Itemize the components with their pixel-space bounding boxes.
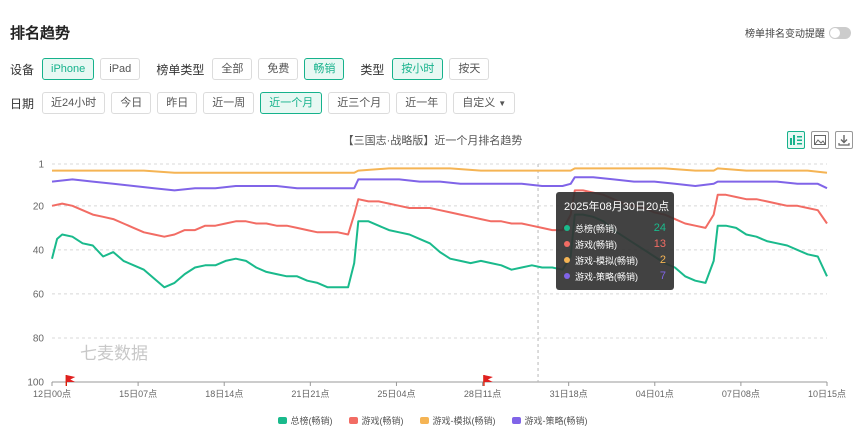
series-line bbox=[51, 189, 828, 238]
x-tick-label: 10日15点 bbox=[808, 389, 846, 399]
date-month-button[interactable]: 近一个月 bbox=[260, 92, 323, 114]
date-3months-button[interactable]: 近三个月 bbox=[328, 92, 391, 114]
legend-label: 游戏(畅销) bbox=[361, 416, 404, 426]
y-tick-label: 60 bbox=[33, 289, 45, 300]
legend-item-strategy[interactable]: 游戏-策略(畅销) bbox=[511, 414, 588, 427]
list-type-grossing-button[interactable]: 畅销 bbox=[304, 58, 345, 80]
legend-item-games[interactable]: 游戏(畅销) bbox=[348, 414, 404, 427]
type-hourly-button[interactable]: 按小时 bbox=[392, 58, 444, 80]
tooltip-dot bbox=[564, 273, 570, 279]
tooltip-dot bbox=[564, 257, 570, 263]
date-custom-label: 自定义 bbox=[462, 97, 496, 109]
filter-row-date: 日期 近24小时 今日 昨日 近一周 近一个月 近三个月 近一年 自定义 ▼ bbox=[10, 92, 521, 114]
legend-label: 总榜(畅销) bbox=[290, 416, 333, 426]
date-year-button[interactable]: 近一年 bbox=[396, 92, 448, 114]
chart-legend: 总榜(畅销) 游戏(畅销) 游戏-模拟(畅销) 游戏-策略(畅销) bbox=[0, 414, 865, 427]
legend-item-simulation[interactable]: 游戏-模拟(畅销) bbox=[419, 414, 496, 427]
tooltip-title: 2025年08月30日20点 bbox=[564, 201, 670, 213]
date-today-button[interactable]: 今日 bbox=[111, 92, 152, 114]
tooltip-value: 7 bbox=[659, 270, 666, 282]
tooltip-dot bbox=[564, 241, 570, 247]
chart-toolbar bbox=[787, 131, 853, 149]
flag-cloth bbox=[66, 375, 76, 382]
y-tick-label: 20 bbox=[33, 201, 45, 212]
list-type-label: 榜单类型 bbox=[156, 62, 205, 77]
tooltip-value: 2 bbox=[659, 254, 666, 266]
flag-icon bbox=[65, 375, 76, 386]
legend-label: 游戏-策略(畅销) bbox=[524, 416, 588, 426]
filter-row-device: 设备 iPhone iPad 榜单类型 全部 免费 畅销 类型 按小时 按天 bbox=[10, 58, 495, 80]
tooltip-name: 游戏-模拟(畅销) bbox=[575, 255, 638, 266]
x-tick-label: 15日07点 bbox=[119, 389, 157, 399]
x-tick-label: 31日18点 bbox=[550, 389, 588, 399]
tooltip-name: 游戏(畅销) bbox=[575, 239, 617, 250]
tooltip-row: 游戏-模拟(畅销) 2 bbox=[564, 252, 666, 268]
flag-icon bbox=[483, 375, 493, 386]
device-iphone-button[interactable]: iPhone bbox=[42, 58, 95, 80]
series-line bbox=[52, 167, 828, 174]
rank-alert-toggle-group: 榜单排名变动提醒 bbox=[745, 25, 851, 40]
legend-label: 游戏-模拟(畅销) bbox=[432, 416, 496, 426]
rank-alert-toggle[interactable] bbox=[829, 26, 851, 39]
x-tick-label: 21日21点 bbox=[291, 389, 329, 399]
tooltip-name: 游戏-策略(畅销) bbox=[575, 271, 638, 282]
date-yesterday-button[interactable]: 昨日 bbox=[157, 92, 198, 114]
x-tick-label: 04日01点 bbox=[636, 389, 674, 399]
flag-cloth bbox=[483, 375, 493, 382]
x-tick-label: 07日08点 bbox=[722, 389, 760, 399]
date-24h-button[interactable]: 近24小时 bbox=[42, 92, 106, 114]
x-tick-label: 12日00点 bbox=[33, 389, 71, 399]
x-tick-label: 18日14点 bbox=[205, 389, 243, 399]
bar-line-toggle-icon[interactable] bbox=[787, 131, 805, 149]
y-tick-label: 40 bbox=[33, 245, 45, 256]
date-label: 日期 bbox=[10, 96, 35, 111]
tooltip-value: 24 bbox=[653, 222, 666, 234]
device-ipad-button[interactable]: iPad bbox=[100, 58, 141, 80]
series-line bbox=[51, 176, 828, 192]
legend-swatch bbox=[419, 417, 429, 424]
device-label: 设备 bbox=[10, 62, 35, 77]
chart-title: 【三国志·战略版】近一个月排名趋势 bbox=[342, 135, 523, 147]
tooltip-row: 游戏(畅销) 13 bbox=[564, 236, 666, 252]
type-daily-button[interactable]: 按天 bbox=[449, 58, 490, 80]
list-type-all-button[interactable]: 全部 bbox=[212, 58, 253, 80]
page-title: 排名趋势 bbox=[10, 25, 71, 42]
list-type-free-button[interactable]: 免费 bbox=[258, 58, 299, 80]
tooltip-value: 13 bbox=[653, 238, 666, 250]
y-tick-label: 100 bbox=[27, 378, 44, 389]
x-tick-label: 28日11点 bbox=[464, 389, 501, 399]
image-icon[interactable] bbox=[811, 131, 829, 149]
watermark-text: 七麦数据 bbox=[80, 344, 148, 364]
tooltip-dot bbox=[564, 225, 570, 231]
legend-swatch bbox=[348, 417, 358, 424]
x-tick-label: 25日04点 bbox=[377, 389, 415, 399]
legend-item-overall[interactable]: 总榜(畅销) bbox=[277, 414, 333, 427]
legend-swatch bbox=[511, 417, 521, 424]
date-custom-dropdown[interactable]: 自定义 ▼ bbox=[453, 92, 516, 114]
rank-alert-label: 榜单排名变动提醒 bbox=[745, 29, 825, 40]
date-week-button[interactable]: 近一周 bbox=[203, 92, 255, 114]
download-icon[interactable] bbox=[835, 131, 853, 149]
series-line bbox=[51, 213, 828, 289]
chevron-down-icon: ▼ bbox=[498, 99, 507, 108]
tooltip-name: 总榜(畅销) bbox=[575, 223, 617, 234]
y-tick-label: 80 bbox=[33, 333, 45, 344]
y-tick-label: 1 bbox=[38, 160, 44, 171]
type-label: 类型 bbox=[360, 62, 385, 77]
tooltip-row: 总榜(畅销) 24 bbox=[564, 220, 666, 236]
legend-swatch bbox=[277, 417, 287, 424]
tooltip-row: 游戏-策略(畅销) 7 bbox=[564, 268, 666, 284]
chart-tooltip: 2025年08月30日20点 总榜(畅销) 24 游戏(畅销) 13 游戏-模拟(畅… bbox=[556, 192, 674, 290]
